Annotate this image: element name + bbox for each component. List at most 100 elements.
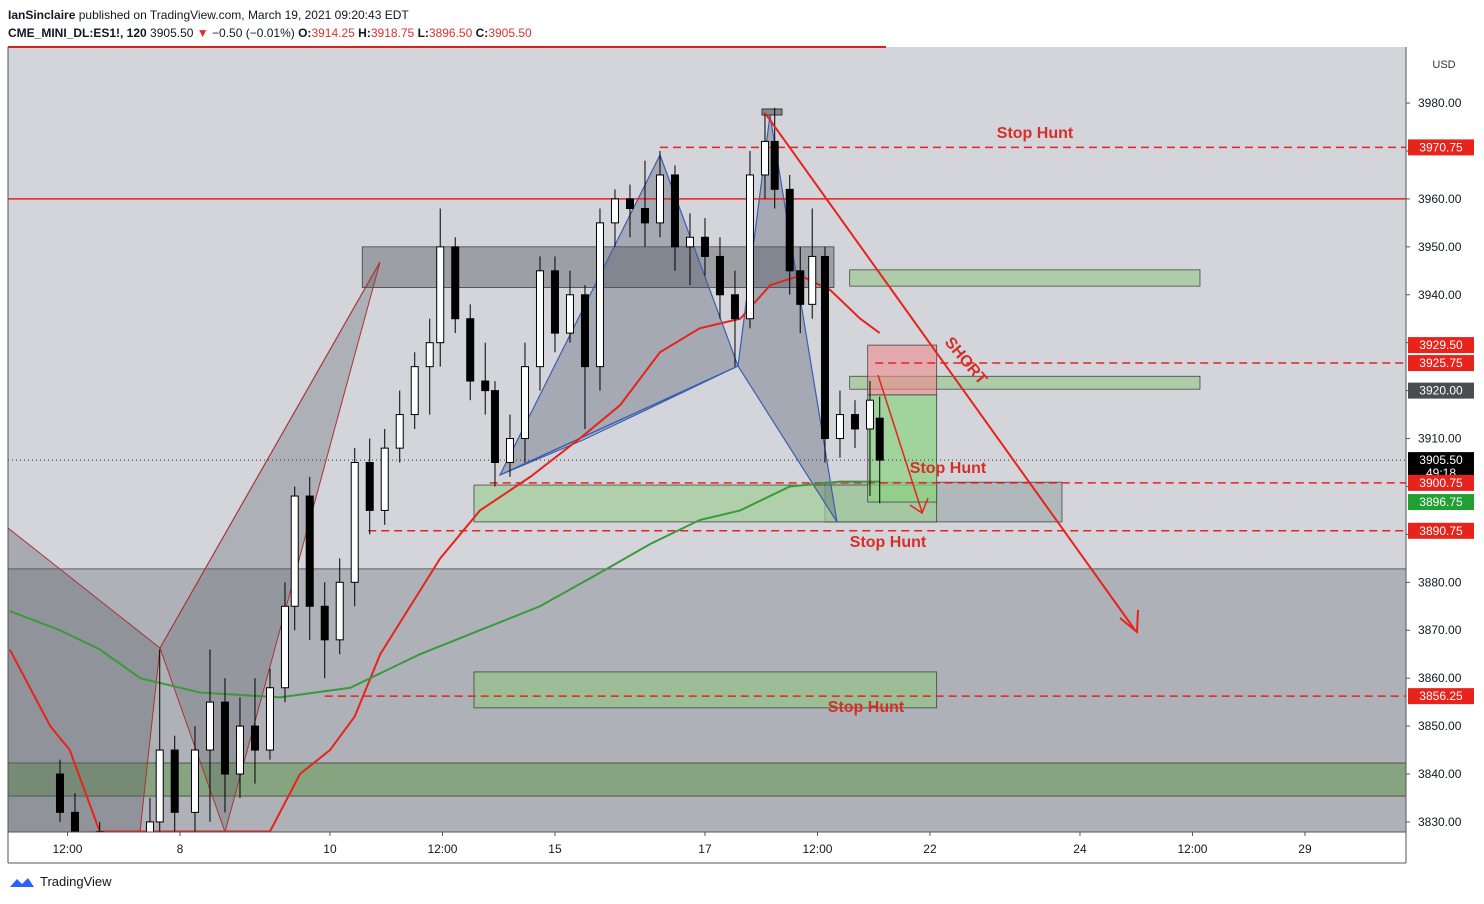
x-tick-label: 12:00 [427, 842, 457, 856]
candle-body [670, 174, 679, 248]
candle-body [865, 399, 874, 430]
footer: TradingView [8, 874, 112, 889]
zone [473, 671, 938, 709]
candle-body [190, 749, 199, 813]
x-tick-label: 22 [923, 842, 937, 856]
candle-body [425, 342, 434, 368]
candle-body [770, 140, 779, 190]
h-value: 3918.75 [370, 26, 415, 40]
candle-body [550, 270, 559, 334]
candle-body [785, 188, 794, 272]
y-tick-label: 3910.00 [1418, 432, 1462, 446]
l-value: 3896.50 [428, 26, 473, 40]
x-tick-label: 8 [177, 842, 184, 856]
x-tick-label: 12:00 [802, 842, 832, 856]
candle-body [610, 198, 619, 224]
change: −0.50 (−0.01%) [212, 26, 295, 40]
price-label-box [1408, 355, 1474, 372]
candle-body [850, 414, 859, 430]
annotation: Stop Hunt [910, 460, 987, 477]
candle-body [505, 438, 514, 464]
c-value: 3905.50 [488, 26, 532, 40]
annotation: Stop Hunt [828, 699, 905, 716]
x-tick-label: 29 [1298, 842, 1312, 856]
pattern-mid-2 [499, 365, 739, 476]
annotation: Stop Hunt [997, 125, 1074, 142]
candle-body [350, 462, 359, 583]
currency: USD [1432, 59, 1455, 71]
price-label: 3925.75 [1419, 356, 1463, 370]
candle-body [305, 495, 314, 607]
y-tick-label: 3870.00 [1418, 623, 1462, 637]
price-label: 3896.75 [1419, 495, 1463, 509]
published: published on TradingView.com, March 19, … [78, 8, 409, 22]
price-label: 3900.75 [1419, 476, 1463, 490]
candle-body [436, 246, 445, 344]
candle-body [155, 749, 164, 823]
price-label: 3890.75 [1419, 524, 1463, 538]
price-label-box [1408, 474, 1474, 491]
price-label: 3970.75 [1419, 140, 1463, 154]
price-label-box [1408, 139, 1474, 156]
x-tick-label: 10 [323, 842, 337, 856]
pattern-left-2 [159, 261, 381, 832]
price-label: 3929.50 [1419, 338, 1463, 352]
header: IanSinclaire published on TradingView.co… [8, 6, 532, 42]
candle-body [580, 294, 589, 368]
candle-body [290, 495, 299, 607]
last-price: 3905.50 [150, 26, 194, 40]
price-label: 3856.25 [1419, 689, 1463, 703]
candle-body [70, 811, 79, 832]
candle-body [145, 821, 154, 832]
price-label-box [1408, 494, 1474, 511]
candle-body [466, 318, 475, 382]
candle-body [205, 701, 214, 751]
y-tick-label: 3950.00 [1418, 240, 1462, 254]
price-label-box [1408, 337, 1474, 354]
y-tick-label: 3860.00 [1418, 671, 1462, 685]
zone [849, 269, 1201, 287]
candle-body [170, 749, 179, 813]
candle-body [410, 366, 419, 416]
candle-body [451, 246, 460, 320]
x-tick-label: 17 [698, 842, 712, 856]
l-label: L: [417, 26, 429, 40]
o-value: 3914.25 [311, 26, 355, 40]
c-label: C: [475, 26, 489, 40]
brand: TradingView [40, 874, 112, 889]
x-tick-label: 12:00 [52, 842, 82, 856]
candle-body [835, 414, 844, 440]
candle-body [235, 725, 244, 775]
candle-body [220, 701, 229, 775]
x-tick-label: 15 [548, 842, 562, 856]
candle-body [55, 773, 64, 813]
small-arrow [877, 374, 923, 513]
annotation: Stop Hunt [850, 534, 927, 551]
y-tick-label: 3980.00 [1418, 96, 1462, 110]
candle-body [380, 447, 389, 511]
candle-body [796, 270, 805, 305]
short-arrow-head [1119, 609, 1139, 635]
y-tick-label: 3830.00 [1418, 815, 1462, 829]
candle-body [395, 414, 404, 449]
candle-body [320, 605, 329, 641]
candle-body [745, 174, 754, 320]
x-tick-label: 12:00 [1177, 842, 1207, 856]
price-label: 3920.00 [1419, 384, 1463, 398]
price-label-box [1408, 382, 1474, 399]
candle-body [490, 390, 499, 464]
candle-body [595, 222, 604, 368]
candle-body [335, 581, 344, 641]
zone [473, 484, 938, 523]
y-tick-label: 3840.00 [1418, 767, 1462, 781]
candle-body [730, 294, 739, 320]
candle-body [481, 380, 490, 392]
x-tick-label: 24 [1073, 842, 1087, 856]
short-arrow [764, 112, 1136, 631]
candle-body [95, 831, 104, 832]
candle-body [625, 198, 634, 210]
price-label: 3905.50 [1419, 453, 1463, 467]
y-tick-label: 3880.00 [1418, 575, 1462, 589]
price-label-box [1408, 522, 1474, 539]
